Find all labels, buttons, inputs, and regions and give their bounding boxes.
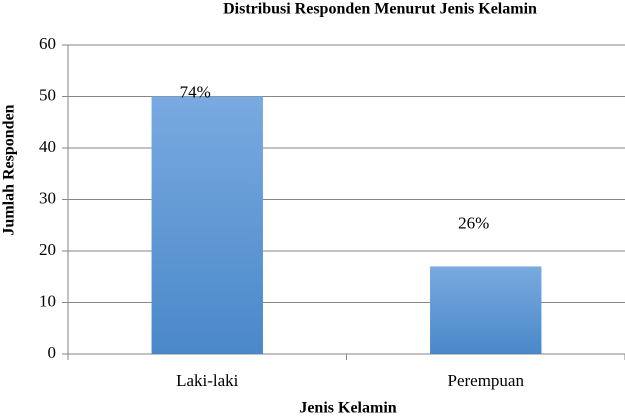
y-tick-label: 0 xyxy=(48,343,57,362)
y-tick-label: 30 xyxy=(39,188,56,207)
bar xyxy=(430,266,542,354)
x-tick-label: Laki-laki xyxy=(176,371,239,390)
y-axis-title: Jumlah Responden xyxy=(1,104,18,235)
data-label: 26% xyxy=(458,213,489,232)
bar xyxy=(151,96,263,354)
chart-title: Distribusi Responden Menurut Jenis Kelam… xyxy=(223,1,537,18)
y-tick-label: 10 xyxy=(39,291,56,310)
y-tick-label: 60 xyxy=(39,34,56,53)
x-axis-title: Jenis Kelamin xyxy=(299,400,396,417)
y-tick-label: 20 xyxy=(39,240,56,259)
data-label: 74% xyxy=(180,82,211,101)
y-tick-label: 40 xyxy=(39,137,56,156)
y-tick-label: 50 xyxy=(39,85,56,104)
x-tick-label: Perempuan xyxy=(448,371,525,390)
